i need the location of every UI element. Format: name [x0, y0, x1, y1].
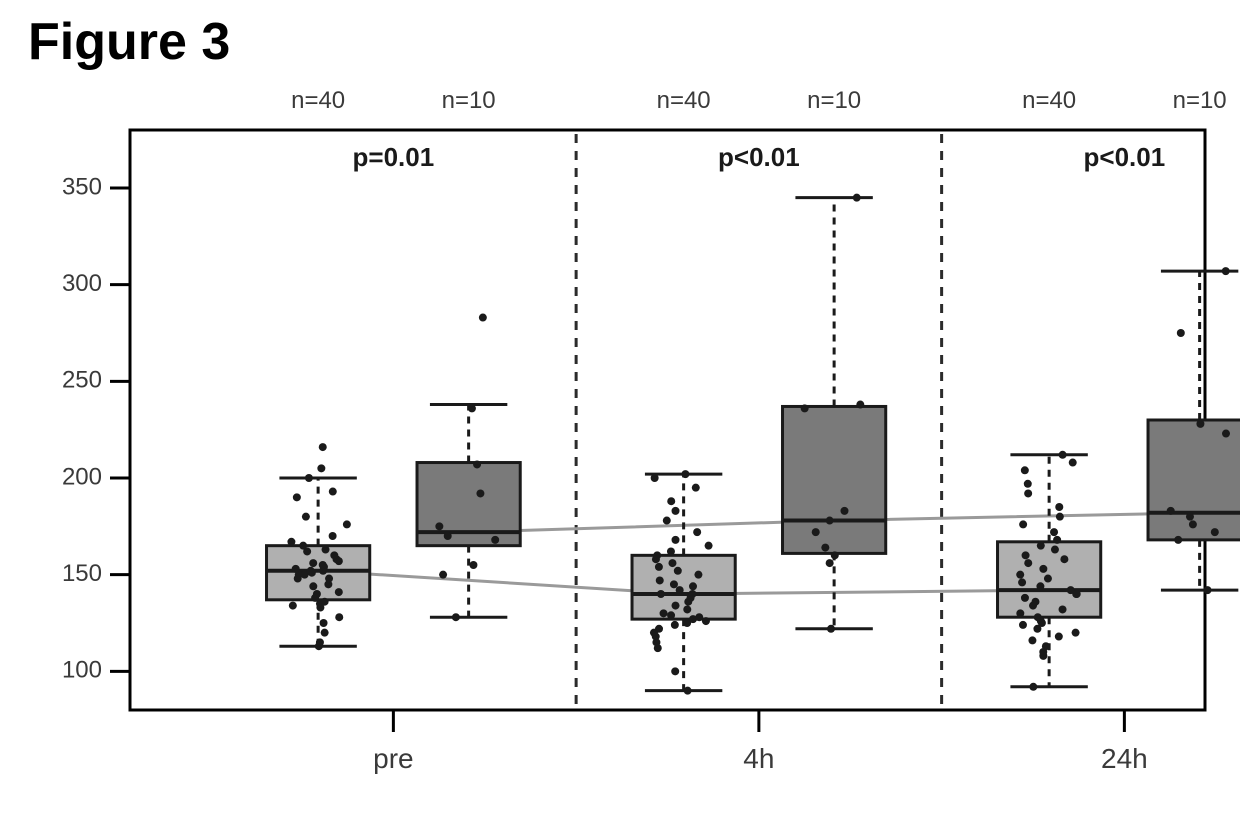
p-value-label: p<0.01	[1084, 142, 1166, 172]
y-tick-label: 200	[62, 463, 102, 490]
n-label: n=40	[1022, 87, 1076, 114]
y-tick-label: 350	[62, 173, 102, 200]
x-tick-label: 24h	[1101, 743, 1148, 774]
y-tick-label: 250	[62, 367, 102, 394]
x-tick-label: pre	[373, 743, 413, 774]
n-label: n=40	[657, 87, 711, 114]
y-tick-label: 300	[62, 270, 102, 297]
y-tick-label: 100	[62, 657, 102, 684]
figure-title: Figure 3	[28, 12, 230, 72]
p-value-label: p<0.01	[718, 142, 800, 172]
p-value-label: p=0.01	[353, 142, 435, 172]
n-label: n=10	[1173, 87, 1227, 114]
n-label: n=10	[807, 87, 861, 114]
n-label: n=40	[291, 87, 345, 114]
x-tick-label: 4h	[743, 743, 774, 774]
n-label: n=10	[442, 87, 496, 114]
y-tick-label: 150	[62, 560, 102, 587]
boxplot-chart: 100 150 200 250 300 350 pre 4h 24h n=40 n=10 n=40 n=…	[0, 0, 1240, 831]
